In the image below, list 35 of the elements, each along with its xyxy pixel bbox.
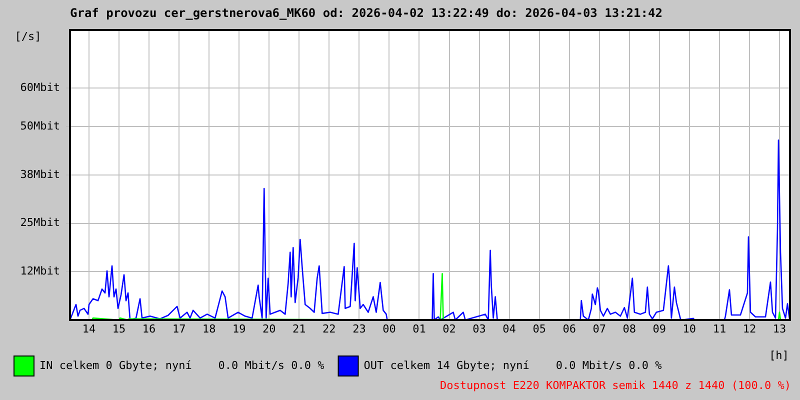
y-tick-label: 25Mbit	[20, 216, 60, 230]
x-tick-label: 03	[472, 322, 486, 336]
x-tick-label: 13	[772, 322, 786, 336]
x-tick-label: 02	[442, 322, 456, 336]
x-tick-label: 19	[232, 322, 246, 336]
y-tick-label: 12Mbit	[20, 264, 60, 278]
x-tick-label: 01	[412, 322, 426, 336]
y-tick-label: 60Mbit	[20, 80, 60, 94]
x-tick-label: 11	[712, 322, 726, 336]
x-tick-label: 08	[622, 322, 636, 336]
y-tick-label: 50Mbit	[20, 120, 60, 133]
x-tick-label: 21	[292, 322, 306, 336]
x-tick-label: 16	[142, 322, 156, 336]
x-tick-label: 07	[592, 322, 606, 336]
x-tick-label: 09	[652, 322, 666, 336]
x-tick-label: 10	[682, 322, 696, 336]
x-tick-label: 23	[352, 322, 366, 336]
x-tick-label: 22	[322, 322, 336, 336]
x-tick-label: 15	[112, 322, 126, 336]
x-tick-label: 00	[382, 322, 396, 336]
legend-label: OUT celkem 14 Gbyte; nyní 0.0 Mbit/s 0.0 %	[364, 358, 662, 372]
x-tick-label: 05	[532, 322, 546, 336]
x-tick-label: 14	[82, 322, 96, 336]
y-tick-label: 38Mbit	[20, 168, 60, 181]
x-tick-label: 17	[172, 322, 186, 336]
x-tick-label: 18	[202, 322, 216, 336]
y-axis-title: [/s]	[14, 30, 42, 43]
x-tick-label: 06	[562, 322, 576, 336]
x-tick-label: 20	[262, 322, 276, 336]
x-tick-label: 04	[502, 322, 516, 336]
x-tick-label: 12	[742, 322, 756, 336]
x-axis-title: [h]	[769, 348, 789, 362]
text: Dostupnost E220 KOMPAKTOR semik 1440 z 1440 (100.0 %)	[440, 378, 791, 392]
chart-title: Graf provozu cer_gerstnerova6_MK60 od: 2026-04-02 13:22:49 do: 2026-04-03 13:21:42	[70, 6, 662, 20]
legend-label: IN celkem 0 Gbyte; nyní 0.0 Mbit/s 0.0 %	[40, 358, 325, 372]
